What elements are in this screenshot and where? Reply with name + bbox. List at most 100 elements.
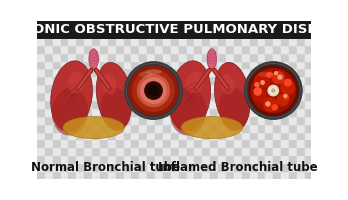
Bar xyxy=(76,53,84,61)
Bar xyxy=(132,21,139,29)
Bar xyxy=(226,21,234,29)
Bar xyxy=(53,92,61,100)
Bar xyxy=(218,76,226,84)
Bar xyxy=(234,21,242,29)
Bar xyxy=(45,21,53,29)
Bar xyxy=(37,37,45,45)
Bar xyxy=(53,21,61,29)
Bar xyxy=(116,155,124,163)
Bar xyxy=(305,37,313,45)
Bar xyxy=(289,45,297,53)
Bar xyxy=(273,61,281,68)
Bar xyxy=(242,37,250,45)
Bar xyxy=(179,132,187,139)
Ellipse shape xyxy=(138,72,153,77)
Bar xyxy=(84,68,92,76)
Bar xyxy=(281,84,289,92)
Bar xyxy=(297,171,305,179)
Circle shape xyxy=(266,71,273,78)
Bar xyxy=(108,124,116,132)
Circle shape xyxy=(277,74,283,80)
Bar xyxy=(195,84,203,92)
Bar xyxy=(289,21,297,29)
Bar xyxy=(163,29,171,37)
Bar xyxy=(100,92,108,100)
Bar xyxy=(61,132,69,139)
Bar xyxy=(139,84,147,92)
Bar xyxy=(187,163,195,171)
Bar xyxy=(84,108,92,116)
Bar xyxy=(250,53,258,61)
Bar xyxy=(281,37,289,45)
Bar xyxy=(61,108,69,116)
Bar xyxy=(100,84,108,92)
Bar xyxy=(234,29,242,37)
Bar xyxy=(281,124,289,132)
Bar xyxy=(108,171,116,179)
Bar xyxy=(139,92,147,100)
Bar xyxy=(258,108,266,116)
Bar xyxy=(163,155,171,163)
Bar xyxy=(124,171,132,179)
Bar xyxy=(234,92,242,100)
Bar xyxy=(297,108,305,116)
Bar xyxy=(116,100,124,108)
Bar xyxy=(132,76,139,84)
Ellipse shape xyxy=(157,90,160,91)
Bar xyxy=(305,171,313,179)
Bar xyxy=(139,124,147,132)
Bar xyxy=(61,171,69,179)
Bar xyxy=(273,53,281,61)
Bar xyxy=(218,155,226,163)
Bar xyxy=(53,139,61,147)
Bar xyxy=(92,21,100,29)
Bar xyxy=(273,84,281,92)
Bar xyxy=(203,53,210,61)
Bar xyxy=(289,139,297,147)
Bar xyxy=(171,53,179,61)
Ellipse shape xyxy=(150,93,152,96)
Bar xyxy=(163,116,171,124)
Bar xyxy=(53,100,61,108)
Bar xyxy=(266,21,273,29)
Bar xyxy=(147,108,155,116)
Bar xyxy=(76,76,84,84)
Bar xyxy=(203,108,210,116)
Bar xyxy=(147,116,155,124)
Bar xyxy=(210,53,218,61)
Circle shape xyxy=(272,71,285,84)
Bar xyxy=(289,100,297,108)
Bar xyxy=(163,53,171,61)
Bar xyxy=(187,171,195,179)
Bar xyxy=(37,68,45,76)
Bar xyxy=(92,139,100,147)
Bar xyxy=(266,163,273,171)
Bar xyxy=(171,132,179,139)
Bar xyxy=(218,139,226,147)
Bar xyxy=(250,171,258,179)
Bar xyxy=(116,61,124,68)
Bar xyxy=(139,61,147,68)
Bar xyxy=(281,61,289,68)
Bar xyxy=(84,84,92,92)
Bar xyxy=(92,100,100,108)
Bar xyxy=(210,155,218,163)
Bar xyxy=(234,155,242,163)
Ellipse shape xyxy=(169,61,211,131)
Bar xyxy=(147,124,155,132)
Bar xyxy=(273,163,281,171)
Bar xyxy=(187,53,195,61)
Bar xyxy=(273,29,281,37)
Bar xyxy=(210,92,218,100)
Bar xyxy=(179,100,187,108)
Bar xyxy=(281,45,289,53)
Bar xyxy=(69,29,76,37)
Bar xyxy=(226,84,234,92)
Bar xyxy=(297,147,305,155)
Bar xyxy=(289,116,297,124)
Bar xyxy=(163,68,171,76)
Bar xyxy=(116,92,124,100)
Bar xyxy=(37,124,45,132)
Bar xyxy=(266,76,273,84)
Bar xyxy=(297,61,305,68)
